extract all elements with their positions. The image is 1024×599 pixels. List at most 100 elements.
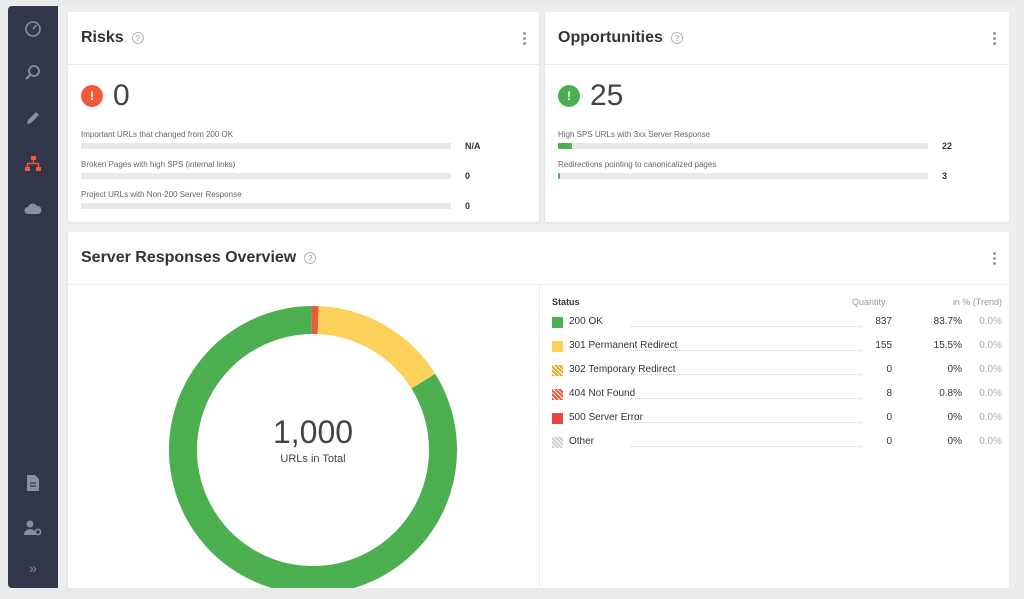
leader-dots [631, 446, 862, 447]
status-trend: 0.0% [979, 364, 1002, 375]
donut-center: 1,000 URLs in Total [163, 414, 463, 465]
quantity-header: Quantity [852, 297, 886, 307]
status-quantity: 837 [875, 316, 892, 327]
metric-bar [81, 143, 451, 149]
status-swatch [552, 365, 563, 376]
status-trend: 0.0% [979, 412, 1002, 423]
risks-summary: ! 0 [68, 65, 539, 113]
metric-label: Broken Pages with high SPS (internal lin… [81, 160, 236, 169]
document-icon[interactable] [21, 471, 45, 495]
status-percent: 0% [947, 412, 962, 423]
metric-value: 22 [942, 141, 953, 151]
status-header: Status [552, 297, 580, 307]
status-quantity: 155 [875, 340, 892, 351]
server-responses-title: Server Responses Overview [81, 249, 297, 266]
metric-value: N/A [465, 141, 481, 151]
risks-card: Risks ? ! 0 Important URLs that changed … [68, 12, 539, 222]
status-row[interactable]: 301 Permanent Redirect 155 15.5% 0.0% [552, 338, 1002, 362]
expand-glyph: » [29, 560, 37, 576]
status-row[interactable]: 404 Not Found 8 0.8% 0.0% [552, 386, 1002, 410]
risks-count: 0 [113, 79, 130, 112]
metric-label: Important URLs that changed from 200 OK [81, 130, 234, 139]
risk-metric[interactable]: Project URLs with Non-200 Server Respons… [81, 190, 511, 211]
metric-bar [558, 143, 928, 149]
opportunity-metric[interactable]: Redirections pointing to canonicalized p… [558, 160, 988, 181]
status-label: 200 OK [569, 316, 603, 327]
status-quantity: 0 [886, 436, 892, 447]
status-percent: 0.8% [939, 388, 962, 399]
user-settings-icon[interactable] [21, 516, 45, 540]
metric-value: 3 [942, 171, 948, 181]
risk-metric[interactable]: Important URLs that changed from 200 OK … [81, 130, 511, 151]
metric-bar [81, 203, 451, 209]
search-analytics-icon[interactable] [21, 61, 45, 85]
status-row[interactable]: 302 Temporary Redirect 0 0% 0.0% [552, 362, 1002, 386]
status-label: 500 Server Error [569, 412, 643, 423]
donut-segment[interactable] [169, 306, 457, 588]
status-label: 404 Not Found [569, 388, 636, 399]
status-trend: 0.0% [979, 316, 1002, 327]
status-row[interactable]: 500 Server Error 0 0% 0.0% [552, 410, 1002, 434]
alert-icon: ! [81, 85, 103, 107]
metric-label: Project URLs with Non-200 Server Respons… [81, 190, 242, 199]
opportunity-metric[interactable]: High SPS URLs with 3xx Server Response 2… [558, 130, 988, 151]
total-urls: 1,000 [272, 414, 354, 450]
sitemap-icon[interactable] [21, 152, 45, 176]
help-icon[interactable]: ? [670, 32, 683, 44]
metric-fill [558, 143, 572, 149]
metric-label: High SPS URLs with 3xx Server Response [558, 130, 711, 139]
alert-glyph: ! [90, 89, 94, 103]
status-quantity: 8 [886, 388, 892, 399]
status-percent: 0% [947, 436, 962, 447]
status-quantity: 0 [886, 364, 892, 375]
metric-label: Redirections pointing to canonicalized p… [558, 160, 717, 169]
status-percent: 0% [947, 364, 962, 375]
total-urls-label: URLs in Total [280, 453, 346, 465]
leader-dots [631, 422, 862, 423]
status-trend: 0.0% [979, 388, 1002, 399]
more-options-icon[interactable] [993, 32, 996, 47]
status-label: 301 Permanent Redirect [569, 340, 678, 351]
status-swatch [552, 413, 563, 424]
status-percent: 83.7% [933, 316, 962, 327]
metric-fill [558, 173, 560, 179]
divider [539, 286, 540, 588]
status-trend: 0.0% [979, 436, 1002, 447]
more-options-icon[interactable] [523, 32, 526, 47]
help-icon[interactable]: ? [304, 252, 317, 264]
leader-dots [631, 398, 862, 399]
more-options-icon[interactable] [993, 252, 996, 267]
alert-glyph: ! [567, 89, 571, 103]
status-swatch [552, 389, 563, 400]
status-row[interactable]: 200 OK 837 83.7% 0.0% [552, 314, 1002, 338]
help-glyph: ? [135, 33, 141, 43]
app-frame: » Risks ? ! 0 Important URLs that change… [8, 6, 1016, 588]
donut-segment[interactable] [317, 306, 436, 389]
speedometer-icon[interactable] [21, 16, 45, 40]
help-icon[interactable]: ? [131, 32, 144, 44]
opportunities-card: Opportunities ? ! 25 High SPS URLs with … [545, 12, 1009, 222]
risks-card-header: Risks ? [68, 12, 539, 65]
expand-icon[interactable]: » [21, 556, 45, 580]
server-responses-card: Server Responses Overview ? 1,000 URLs i… [68, 232, 1009, 588]
status-row[interactable]: Other 0 0% 0.0% [552, 434, 1002, 458]
opportunities-card-header: Opportunities ? [545, 12, 1009, 65]
pencil-icon[interactable] [21, 106, 45, 130]
status-percent: 15.5% [933, 340, 962, 351]
metric-value: 0 [465, 171, 471, 181]
status-label: Other [569, 436, 595, 447]
status-table: Status Quantity in % (Trend) 200 OK 837 … [552, 292, 1002, 458]
status-trend: 0.0% [979, 340, 1002, 351]
leader-dots [631, 326, 862, 327]
help-glyph: ? [307, 253, 313, 263]
status-swatch [552, 341, 563, 352]
status-label: 302 Temporary Redirect [569, 364, 676, 375]
metric-bar [81, 173, 451, 179]
cloud-icon[interactable] [21, 197, 45, 221]
metric-value: 0 [465, 201, 471, 211]
status-quantity: 0 [886, 412, 892, 423]
alert-icon: ! [558, 85, 580, 107]
help-glyph: ? [674, 33, 680, 43]
risk-metric[interactable]: Broken Pages with high SPS (internal lin… [81, 160, 511, 181]
server-responses-header: Server Responses Overview ? [68, 232, 1009, 285]
